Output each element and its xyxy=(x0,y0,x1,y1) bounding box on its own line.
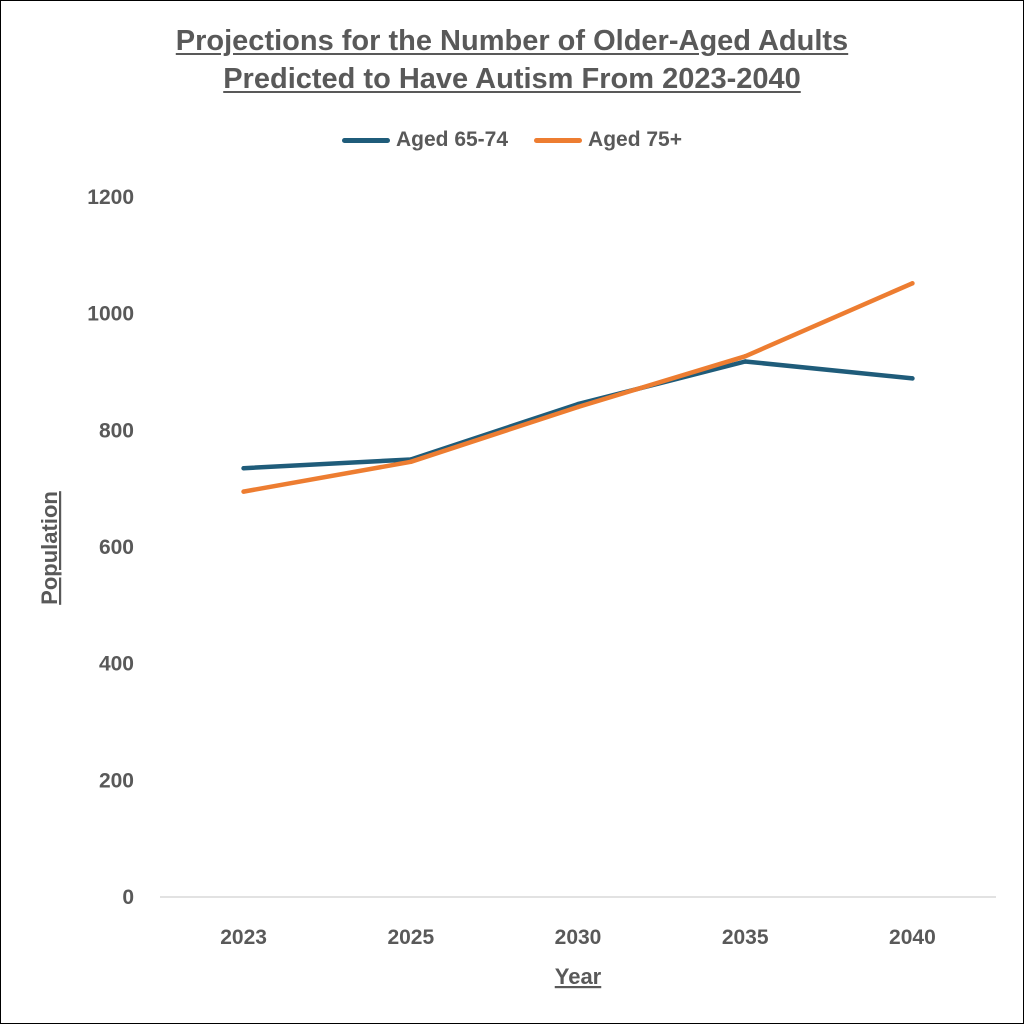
chart-title-line-1: Projections for the Number of Older-Aged… xyxy=(175,25,849,57)
legend-item-aged-65-74: Aged 65-74 xyxy=(341,128,509,152)
data-point-aged-75-plus-2025 xyxy=(408,459,413,465)
chart-title-line-2: Predicted to Have Autism From 2023-2040 xyxy=(223,63,801,95)
y-tick-label-800: 800 xyxy=(99,419,134,442)
x-tick-label-2025: 2025 xyxy=(387,926,434,949)
legend-swatch-aged-65-74 xyxy=(341,137,390,143)
chart-title: Projections for the Number of Older-Aged… xyxy=(0,22,1024,98)
legend-swatch-aged-75-plus xyxy=(534,137,583,143)
legend-label-aged-75-plus: Aged 75+ xyxy=(588,128,682,151)
legend-item-aged-75-plus: Aged 75+ xyxy=(534,128,682,152)
x-tick-label-2040: 2040 xyxy=(889,926,936,949)
data-point-aged-75-plus-2040 xyxy=(910,281,915,286)
y-tick-label-400: 400 xyxy=(99,653,134,676)
data-point-aged-75-plus-2023 xyxy=(241,489,246,494)
x-axis-title: Year xyxy=(555,964,602,989)
data-point-aged-65-74-2023 xyxy=(241,466,246,471)
y-tick-label-1200: 1200 xyxy=(87,186,134,209)
y-tick-label-600: 600 xyxy=(99,536,134,559)
x-tick-label-2023: 2023 xyxy=(220,926,267,949)
data-point-aged-75-plus-2030 xyxy=(575,404,581,410)
x-tick-label-2035: 2035 xyxy=(722,926,769,949)
series-line-aged-65-74 xyxy=(241,359,915,471)
y-tick-label-1000: 1000 xyxy=(87,303,134,326)
series-line-aged-75-plus xyxy=(241,281,915,494)
y-tick-label-0: 0 xyxy=(122,886,134,909)
y-tick-label-200: 200 xyxy=(99,769,134,792)
x-tick-label-2030: 2030 xyxy=(555,926,602,949)
chart-legend: Aged 65-74 Aged 75+ xyxy=(0,128,1024,152)
data-point-aged-75-plus-2035 xyxy=(743,354,748,359)
legend-label-aged-65-74: Aged 65-74 xyxy=(395,128,509,151)
data-point-aged-65-74-2035 xyxy=(743,359,748,364)
y-axis-title: Population xyxy=(37,491,62,605)
data-point-aged-65-74-2040 xyxy=(910,376,915,381)
